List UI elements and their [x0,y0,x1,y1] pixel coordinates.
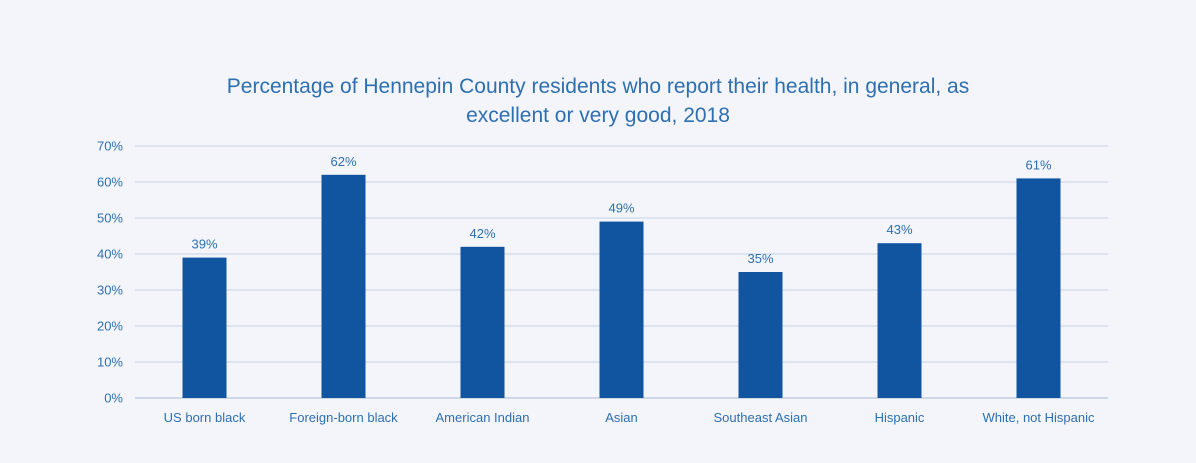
data-label: 49% [608,201,634,216]
bar [1016,178,1061,398]
bar [877,243,922,398]
bars [182,174,1061,398]
bar [321,174,366,398]
gridlines [135,145,1108,399]
y-tick-label: 30% [97,283,123,298]
y-tick-label: 60% [97,175,123,190]
data-label: 39% [191,237,217,252]
x-category-label: American Indian [436,410,530,425]
y-tick-label: 0% [104,391,123,406]
data-label: 61% [1025,157,1051,172]
bar [599,221,644,398]
bar [738,272,783,398]
y-axis-ticks: 0% 10% 20% 30% 40% 50% 60% 70% [97,139,123,406]
x-category-label: Foreign-born black [289,410,398,425]
data-label: 42% [469,226,495,241]
y-tick-label: 50% [97,211,123,226]
x-category-label: Asian [605,410,638,425]
x-axis-categories: US born black Foreign-born black American … [164,410,1095,425]
data-label: 62% [330,154,356,169]
y-tick-label: 40% [97,247,123,262]
x-category-label: Southeast Asian [714,410,808,425]
x-category-label: US born black [164,410,246,425]
chart-title: Percentage of Hennepin County residents … [0,72,1196,130]
data-label: 35% [747,251,773,266]
data-label: 43% [886,222,912,237]
y-tick-label: 10% [97,355,123,370]
data-labels: 39% 62% 42% 49% 35% 43% 61% [191,154,1051,266]
chart-title-line-1: Percentage of Hennepin County residents … [226,75,970,98]
x-category-label: Hispanic [875,410,925,425]
chart-title-line-2: excellent or very good, 2018 [466,104,730,127]
x-category-label: White, not Hispanic [983,410,1095,425]
bar [182,257,227,398]
y-tick-label: 20% [97,319,123,334]
bar [460,246,505,398]
y-tick-label: 70% [97,139,123,154]
